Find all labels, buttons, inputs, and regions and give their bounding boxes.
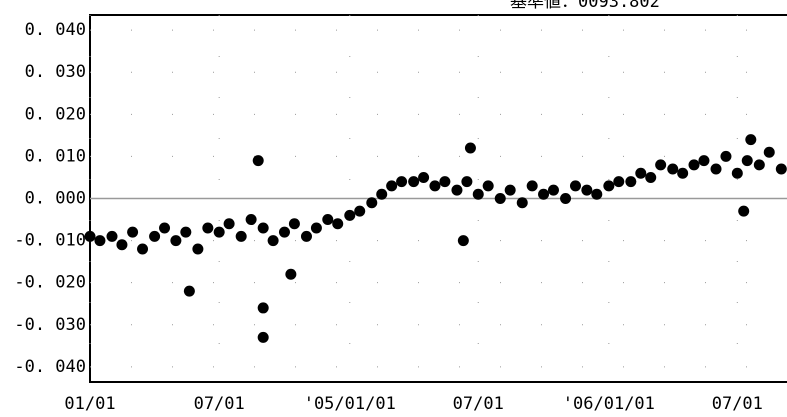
point [775,163,787,175]
point [213,226,225,238]
y-tick-label: -0. 030 [14,315,86,335]
point [183,285,195,297]
point [429,180,441,192]
point [116,239,128,251]
point [698,155,710,167]
y-tick-label: 0. 010 [25,146,86,166]
point [223,218,235,230]
point [127,226,139,238]
point [451,184,463,196]
y-tick-label: 0. 000 [25,189,86,209]
y-tick-label: -0. 010 [14,231,86,251]
point [645,171,657,183]
point [149,230,161,242]
y-tick-label: 0. 040 [25,20,86,40]
point [344,209,356,221]
point [603,180,615,192]
point [461,176,473,188]
point [667,163,679,175]
point [257,331,269,343]
point [464,142,476,154]
point [94,235,106,247]
point [278,226,290,238]
point [688,159,700,171]
x-tick-label: 07/01 [712,394,763,414]
point [245,214,257,226]
point [494,193,506,204]
point [202,222,214,234]
point [720,150,732,162]
point [332,218,344,230]
point [526,180,538,192]
point [285,268,297,280]
point [396,176,408,188]
point [560,193,572,204]
point [106,230,118,242]
chart-title: 基準値：0093.802 [510,0,660,12]
point [376,188,388,200]
point [235,230,247,242]
point [591,188,603,200]
point [472,188,484,200]
point [408,176,420,188]
point [655,159,667,171]
y-tick-label: -0. 040 [14,357,86,377]
point [677,167,689,179]
point [252,155,264,167]
point [366,197,378,209]
point [482,180,494,192]
point [731,167,743,179]
point [84,230,96,242]
point [547,184,559,196]
point [439,176,451,188]
x-tick-label: 01/01 [64,394,115,414]
y-tick-label: 0. 020 [25,104,86,124]
point [745,134,757,146]
y-tick-label: -0. 020 [14,273,86,293]
point [625,176,637,188]
point [170,235,182,247]
point [300,230,312,242]
point [504,184,516,196]
point [310,222,322,234]
point [516,197,528,209]
y-tick-label: 0. 030 [25,62,86,82]
x-tick-label: '05/01/01 [304,394,396,414]
point [738,205,750,217]
point [635,167,647,179]
point [581,184,593,196]
point [763,146,775,158]
point [192,243,204,255]
point [753,159,765,171]
point [267,235,279,247]
point [538,188,550,200]
point [457,235,469,247]
point [288,218,300,230]
point [137,243,149,255]
point [257,222,269,234]
point [354,205,366,217]
x-tick-label: '06/01/01 [563,394,655,414]
point [257,302,269,314]
x-tick-label: 07/01 [194,394,245,414]
point [613,176,625,188]
point [180,226,192,238]
point [569,180,581,192]
point [322,214,334,226]
x-tick-label: 07/01 [453,394,504,414]
point [710,163,722,175]
point [741,155,753,167]
point [386,180,398,192]
point [418,171,430,183]
point [159,222,171,234]
